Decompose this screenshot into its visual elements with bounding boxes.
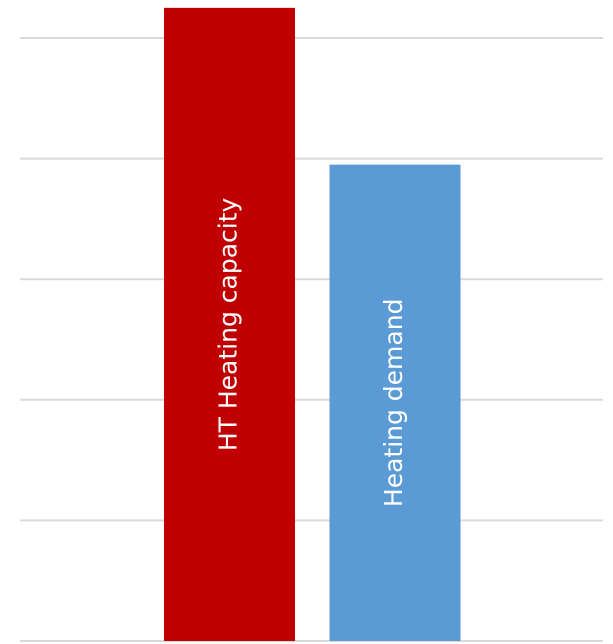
bar-label: HT Heating capacity [214,197,243,451]
bar-label: Heating demand [379,299,408,508]
bar [164,7,295,642]
bar [329,164,461,641]
